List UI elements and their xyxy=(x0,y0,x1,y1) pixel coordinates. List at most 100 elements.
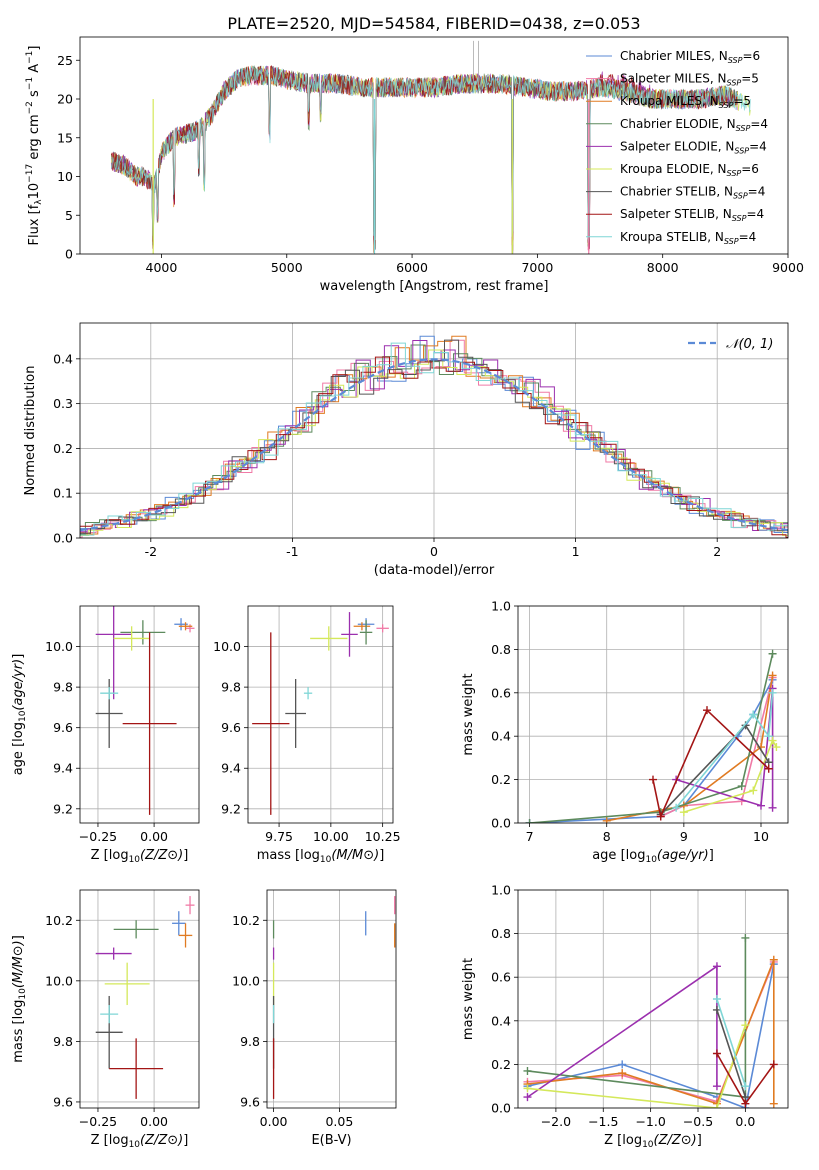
y-tick-label: 0.4 xyxy=(491,729,511,744)
x-tick-label: 0 xyxy=(430,544,438,559)
weight-series xyxy=(525,649,781,823)
x-tick-label: 0.00 xyxy=(140,1114,168,1129)
weight-marker xyxy=(618,1060,627,1069)
errorbar-kroupa-stelib xyxy=(100,687,119,700)
y-axis-label: age [log10(age/yr)] xyxy=(11,654,28,776)
errorbar-chabrier-stelib xyxy=(285,679,306,748)
errorbar-salpeter-elodie xyxy=(95,947,132,960)
weight-line-chabrier-miles xyxy=(529,679,774,823)
weight-marker xyxy=(749,786,758,795)
axes-frame xyxy=(79,36,789,255)
axes-spectrum: 4000 5000 6000 7000 8000 9000 0 5 10 15 20 25 wavele… xyxy=(25,36,804,294)
x-tick-label: 6000 xyxy=(396,260,428,275)
y-tick-label: 0.0 xyxy=(53,531,73,546)
y-tick-label: 0.8 xyxy=(491,642,511,657)
y-tick-label: 5 xyxy=(65,208,73,223)
x-axis-label: wavelength [Angstrom, rest frame] xyxy=(320,279,549,294)
x-tick-label: 9.75 xyxy=(265,829,293,844)
y-axis-label: mass [log10(M/M⊙)] xyxy=(11,935,28,1063)
errorbar-kroupa-miles xyxy=(178,622,193,631)
y-tick-label: 9.2 xyxy=(221,801,241,816)
weight-marker xyxy=(523,1084,532,1093)
weight-marker xyxy=(523,1066,532,1075)
weight-marker xyxy=(768,803,777,812)
weight-marker xyxy=(769,1099,778,1108)
y-tick-label: 9.6 xyxy=(53,1094,73,1109)
y-tick-label: 10.0 xyxy=(45,973,73,988)
weight-line-kroupa-stelib xyxy=(675,692,774,809)
y-tick-label: 1.0 xyxy=(491,883,511,898)
histogram-kroupa-elodie xyxy=(80,349,788,536)
x-tick-label: −1.0 xyxy=(635,1114,665,1129)
weight-marker xyxy=(656,812,665,821)
y-tick-label: 0.3 xyxy=(53,396,73,411)
axes-frame xyxy=(517,605,789,824)
x-axis-label: mass [log10(M/M⊙)] xyxy=(257,848,385,865)
weight-marker xyxy=(712,995,721,1003)
weight-line-chabrier-elodie xyxy=(527,938,747,1099)
errorbar-salpeter-miles xyxy=(376,624,389,633)
y-tick-label: 0.2 xyxy=(491,772,511,787)
weight-marker xyxy=(712,1005,721,1014)
y-tick-label: 10.0 xyxy=(45,639,73,654)
weight-marker xyxy=(741,1082,750,1091)
x-tick-label: 0.00 xyxy=(260,1114,288,1129)
x-tick-label: −0.25 xyxy=(79,829,117,844)
weight-line-kroupa-stelib xyxy=(716,998,747,1087)
x-tick-label: 0.0 xyxy=(735,1114,755,1129)
axes-mass_vs_ebv: 0.00 0.05 9.6 9.8 10.0 10.2 E(B-V) xyxy=(232,889,397,1148)
weight-marker xyxy=(741,1021,750,1030)
weight-marker xyxy=(712,1082,721,1091)
errorbar-kroupa-miles xyxy=(353,622,371,631)
y-tick-label: 0.6 xyxy=(491,685,511,700)
histogram-kroupa-stelib xyxy=(80,342,788,536)
spectrum-line-salpeter-stelib xyxy=(110,65,738,252)
errorbars xyxy=(95,896,195,1099)
weight-series xyxy=(523,933,778,1108)
errorbars xyxy=(95,606,195,815)
y-tick-label: 0.0 xyxy=(491,1101,511,1116)
y-tick-label: 20 xyxy=(57,92,73,107)
weight-marker xyxy=(764,764,773,773)
weight-marker xyxy=(523,1093,532,1102)
y-tick-label: 9.8 xyxy=(240,1034,260,1049)
y-tick-label: 10.2 xyxy=(45,913,73,928)
x-tick-label: 0.00 xyxy=(140,829,168,844)
weight-line-kroupa-elodie xyxy=(527,1024,747,1108)
y-tick-label: 9.4 xyxy=(221,761,241,776)
x-tick-label: 9000 xyxy=(772,260,804,275)
y-tick-label: 9.8 xyxy=(221,680,241,695)
x-tick-label: 4000 xyxy=(146,260,178,275)
errorbar-salpeter-elodie xyxy=(341,612,358,657)
y-tick-label: 10.2 xyxy=(232,913,260,928)
y-tick-label: 15 xyxy=(57,130,73,145)
errorbar-kroupa-miles xyxy=(178,923,193,948)
errorbar-chabrier-miles xyxy=(172,911,186,936)
y-tick-label: 10.0 xyxy=(213,639,241,654)
weight-marker xyxy=(764,732,773,741)
weight-marker xyxy=(602,816,611,823)
weight-marker xyxy=(749,710,758,719)
y-tick-label: 0.0 xyxy=(491,816,511,831)
weight-marker xyxy=(772,743,781,752)
legend-label: Kroupa MILES, NSSP=5 xyxy=(620,94,751,110)
weight-marker xyxy=(768,649,777,658)
weight-line-salpeter-elodie xyxy=(675,688,774,808)
errorbar-salpeter-stelib xyxy=(252,632,290,815)
weight-marker xyxy=(712,1104,721,1108)
axes-weight_vs_age: 7 8 9 10 0.0 0.2 0.4 0.6 0.8 1.0 age [log10(age/yr… xyxy=(461,599,789,865)
x-axis-label: Z [log10(Z/Z⊙)] xyxy=(91,848,189,865)
y-tick-label: 9.8 xyxy=(53,680,73,695)
legend-label: Chabrier STELIB, NSSP=4 xyxy=(620,185,765,201)
errorbar-salpeter-miles xyxy=(185,624,195,633)
y-tick-label: 9.4 xyxy=(53,761,73,776)
weight-marker xyxy=(712,1049,721,1058)
y-axis-label: Flux [fλ10−17 erg cm−2 s−1 A−1] xyxy=(25,46,44,246)
errorbar-kroupa-stelib xyxy=(100,1005,119,1024)
y-tick-label: 0.8 xyxy=(491,926,511,941)
x-tick-label: 0.05 xyxy=(325,1114,353,1129)
x-tick-label: 8000 xyxy=(647,260,679,275)
legend-label: Kroupa STELIB, NSSP=4 xyxy=(620,230,756,246)
axes-frame xyxy=(517,889,789,1109)
